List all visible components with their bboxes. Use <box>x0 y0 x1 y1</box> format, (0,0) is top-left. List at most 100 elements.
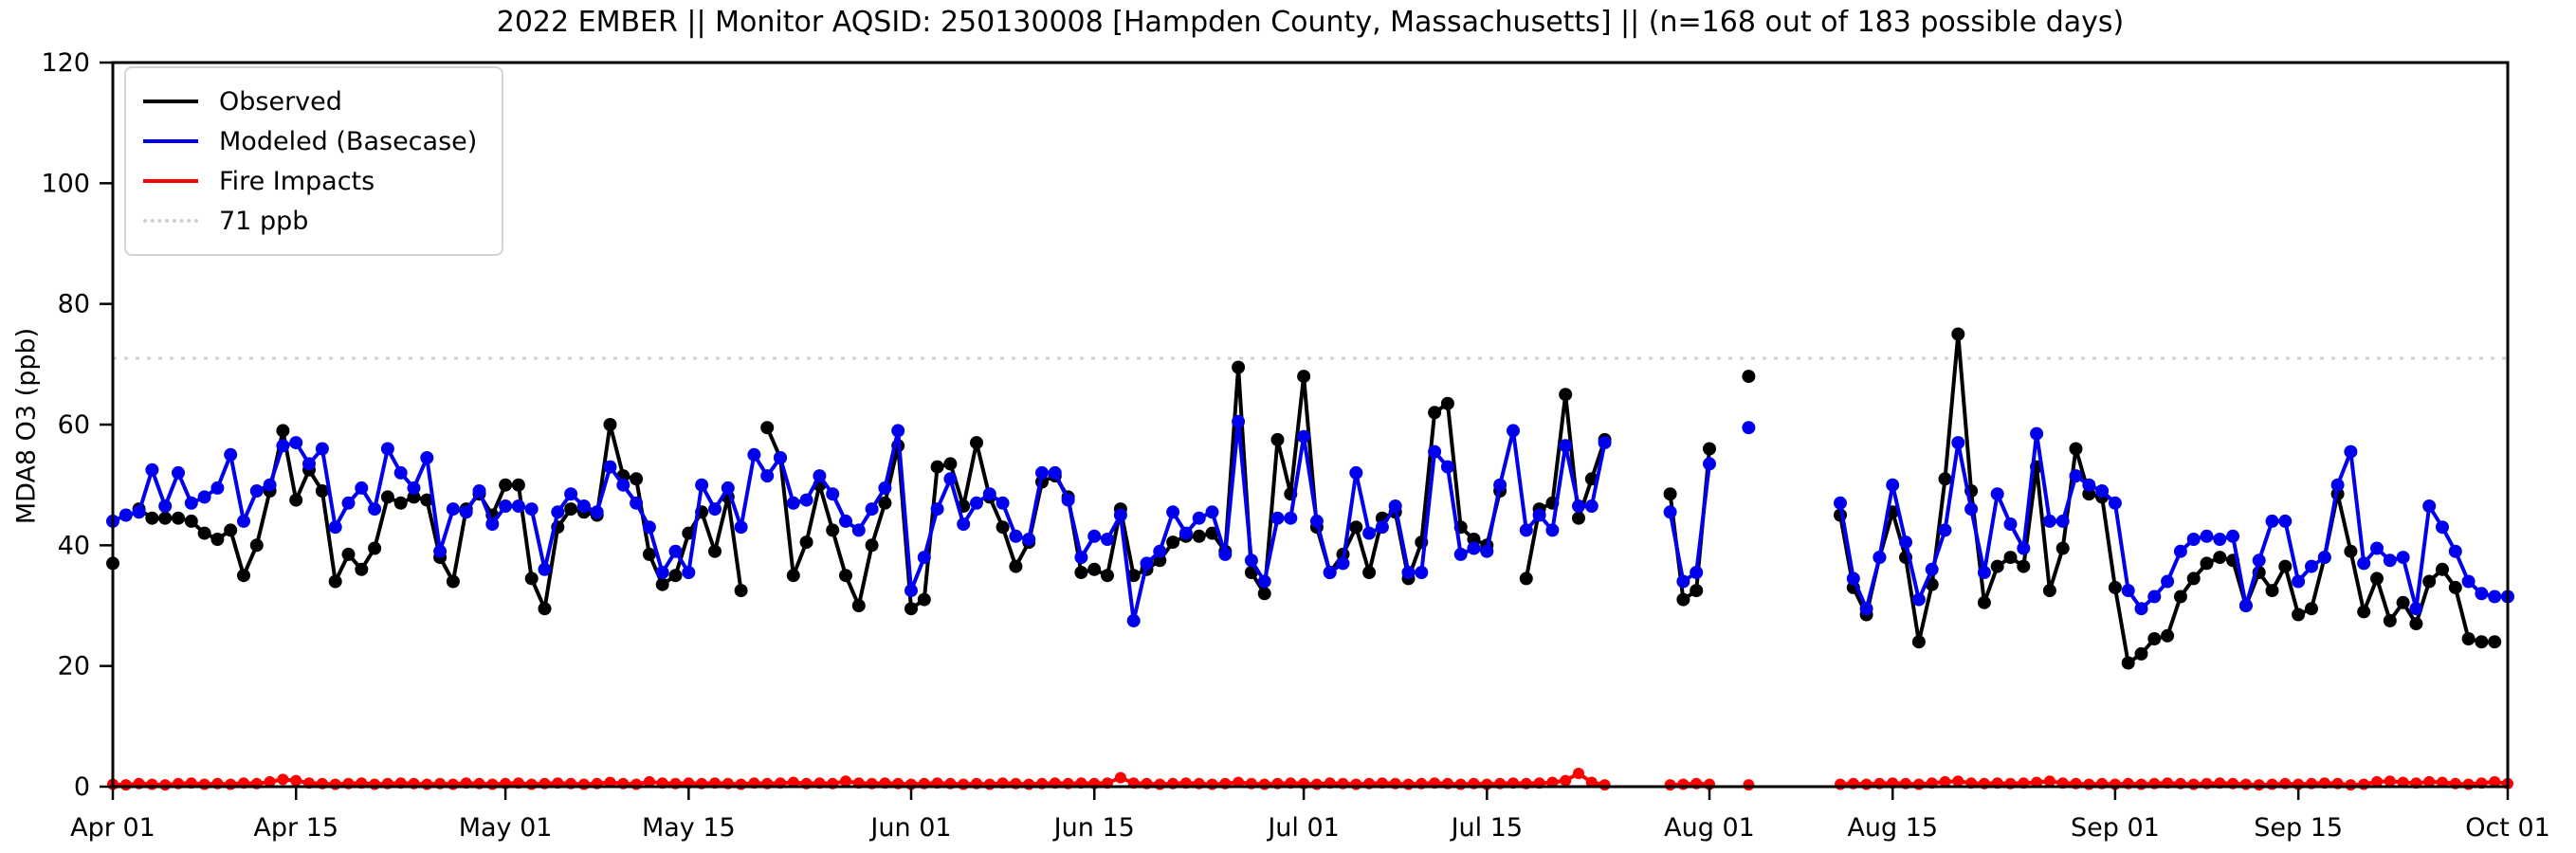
data-point <box>917 551 931 565</box>
data-point <box>1951 327 1965 341</box>
data-point <box>1284 511 1298 525</box>
data-point <box>734 520 748 535</box>
data-point <box>237 514 250 528</box>
data-point <box>184 496 198 510</box>
data-point <box>2147 632 2162 645</box>
data-point <box>865 538 879 553</box>
data-point <box>2357 605 2371 619</box>
data-point <box>224 447 238 462</box>
data-point <box>511 478 525 492</box>
data-point <box>368 541 382 555</box>
series-line-fire-impacts <box>112 771 2509 788</box>
data-point <box>433 544 448 558</box>
data-point <box>1938 472 1952 486</box>
data-point <box>1297 370 1311 384</box>
data-point <box>734 584 748 598</box>
data-point <box>1048 465 1062 480</box>
x-tick-label: May 15 <box>642 813 736 843</box>
data-point <box>2475 635 2489 649</box>
data-point <box>2461 574 2476 589</box>
data-point <box>538 562 552 576</box>
data-point <box>577 778 590 790</box>
data-point <box>839 569 852 583</box>
data-point <box>1663 487 1677 501</box>
data-point <box>2134 602 2148 616</box>
data-point <box>2069 442 2083 456</box>
data-point <box>2305 602 2318 616</box>
data-point <box>511 499 525 513</box>
data-point <box>341 547 356 561</box>
data-point <box>1074 566 1088 579</box>
data-point <box>341 496 356 510</box>
data-point <box>1440 396 1454 410</box>
data-point <box>1153 554 1167 568</box>
data-point <box>132 505 146 519</box>
data-point <box>1270 511 1285 525</box>
data-point <box>2345 779 2357 791</box>
data-point <box>1310 778 1323 790</box>
data-point <box>1559 439 1573 453</box>
data-point <box>2003 517 2018 531</box>
data-point <box>2448 580 2462 594</box>
data-point <box>1519 572 1533 586</box>
data-point <box>983 778 996 790</box>
data-point <box>2017 541 2031 555</box>
data-point <box>276 424 290 438</box>
data-point <box>224 523 238 537</box>
data-point <box>1835 778 1846 790</box>
y-tick-label: 20 <box>58 652 90 681</box>
data-point <box>2422 574 2437 589</box>
data-point <box>2292 608 2306 622</box>
data-point <box>1113 508 1127 522</box>
data-point <box>1375 520 1389 535</box>
data-point <box>1572 499 1585 513</box>
data-point <box>197 490 211 504</box>
data-point <box>1663 505 1677 519</box>
data-point <box>421 778 433 790</box>
data-point <box>184 514 198 528</box>
x-tick-label: Aug 15 <box>1847 813 1938 843</box>
data-point <box>2147 590 2162 604</box>
data-point <box>369 778 381 790</box>
data-point <box>616 478 630 492</box>
data-point <box>2121 584 2135 598</box>
data-point <box>1467 541 1481 555</box>
data-point <box>172 465 185 480</box>
data-point <box>721 481 735 495</box>
data-point <box>2213 551 2227 565</box>
data-point <box>1415 566 1429 579</box>
data-point <box>958 778 970 790</box>
data-point <box>249 538 264 553</box>
data-point <box>799 535 813 550</box>
data-point <box>1035 465 1049 480</box>
data-point <box>1297 429 1311 444</box>
data-point <box>851 523 866 537</box>
x-tick-label: Apr 15 <box>253 813 338 843</box>
data-point <box>1178 526 1193 540</box>
data-point <box>564 487 578 501</box>
data-point <box>786 569 800 583</box>
data-point <box>276 439 290 453</box>
legend-item-observed: Observed <box>143 82 477 121</box>
legend-label: Fire Impacts <box>219 166 375 196</box>
data-point <box>2475 587 2489 601</box>
data-point <box>525 778 538 790</box>
data-point <box>249 484 264 498</box>
data-point <box>1061 493 1075 507</box>
data-point <box>1886 478 1900 492</box>
data-point <box>2344 544 2358 558</box>
data-point <box>1362 566 1377 579</box>
data-point <box>1977 595 1991 609</box>
data-point <box>302 457 316 471</box>
data-point <box>368 502 382 517</box>
data-point <box>172 511 185 525</box>
data-point <box>2108 580 2122 594</box>
data-point <box>1454 778 1467 790</box>
data-point <box>1676 592 1690 607</box>
data-point <box>1493 478 1507 492</box>
data-point <box>1166 505 1180 519</box>
data-point <box>1126 613 1141 627</box>
data-point <box>2383 613 2397 627</box>
data-point <box>865 502 879 517</box>
